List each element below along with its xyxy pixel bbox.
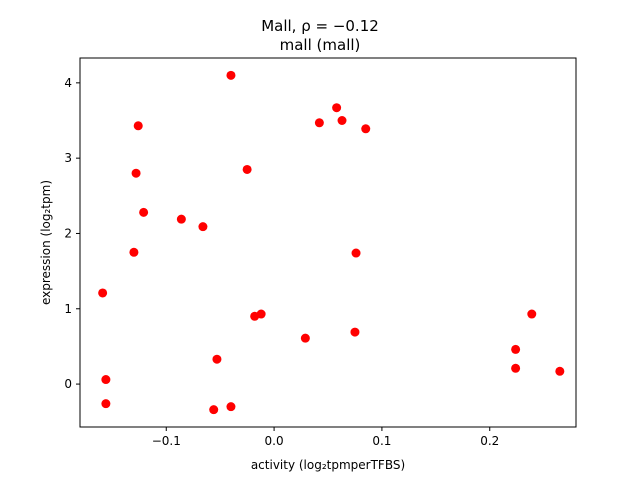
x-axis-ticks: −0.1 0.0 0.1 0.2 xyxy=(152,427,499,448)
data-point-25 xyxy=(527,309,537,319)
plot-area-frame xyxy=(79,57,577,428)
x-tick-label: 0.0 xyxy=(265,434,284,448)
data-point-21 xyxy=(209,405,219,415)
data-point-8 xyxy=(139,207,149,217)
data-point-2 xyxy=(314,118,324,128)
x-axis-label: activity (log₂tpmperTFBS) xyxy=(251,458,405,472)
y-tick-label: 1 xyxy=(64,302,72,316)
data-point-23 xyxy=(511,344,521,354)
data-point-13 xyxy=(98,288,108,298)
data-point-26 xyxy=(555,366,565,376)
data-point-12 xyxy=(351,248,361,258)
data-point-20 xyxy=(101,399,111,409)
x-tick-label: 0.2 xyxy=(480,434,499,448)
data-point-16 xyxy=(300,333,310,343)
data-point-19 xyxy=(101,375,111,385)
y-axis-ticks: 0 1 2 3 4 xyxy=(64,76,80,391)
y-tick-label: 2 xyxy=(64,226,72,240)
data-point-3 xyxy=(337,116,347,126)
data-point-18 xyxy=(212,354,222,364)
y-tick-label: 0 xyxy=(64,377,72,391)
chart-title-line2: mall (mall) xyxy=(280,36,361,54)
data-point-6 xyxy=(131,168,141,178)
data-point-11 xyxy=(129,247,139,257)
data-point-22 xyxy=(226,402,236,412)
data-point-7 xyxy=(242,164,252,174)
data-point-10 xyxy=(198,222,208,232)
x-tick-label: −0.1 xyxy=(152,434,181,448)
x-tick-label: 0.1 xyxy=(372,434,391,448)
data-point-1 xyxy=(332,103,342,113)
y-tick-label: 3 xyxy=(64,151,72,165)
data-point-15 xyxy=(256,309,266,319)
data-point-24 xyxy=(511,363,521,373)
data-point-5 xyxy=(133,121,143,131)
y-axis-label: expression (log₂tpm) xyxy=(39,180,53,305)
data-point-17 xyxy=(350,327,360,337)
data-point-9 xyxy=(176,214,186,224)
data-points xyxy=(98,70,565,415)
y-tick-label: 4 xyxy=(64,76,72,90)
data-point-0 xyxy=(226,70,236,80)
data-point-4 xyxy=(361,124,371,134)
chart-title-line1: Mall, ρ = −0.12 xyxy=(261,17,379,35)
